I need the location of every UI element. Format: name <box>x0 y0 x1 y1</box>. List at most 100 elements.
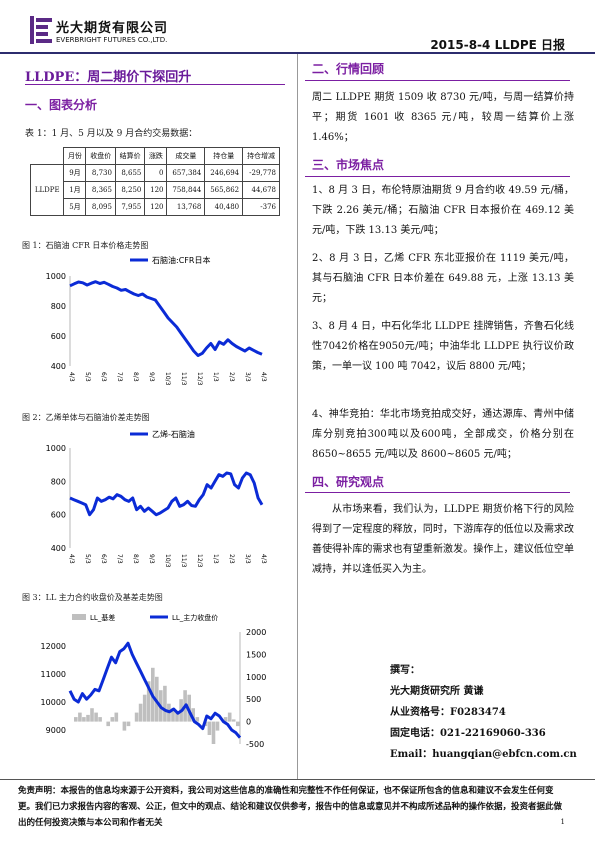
table-cell: 8,095 <box>85 198 116 216</box>
x-tick-label: 2/3 <box>228 554 235 564</box>
series-line <box>69 280 263 357</box>
basis-bar <box>138 703 143 722</box>
footer-divider <box>0 779 595 780</box>
basis-bar <box>110 717 115 722</box>
ethylene-naphtha-spread-chart: 400 600 800 1000 乙烯-石脑油 4/3 5/3 6/3 7/3 8/3 9/3 10/… <box>46 429 267 568</box>
report-title: LLDPE：周二期价下探回升 <box>25 70 192 85</box>
y-tick-label: 1000 <box>46 444 66 453</box>
author-name: 光大期货研究所 黄谦 <box>390 686 484 697</box>
basis-bar <box>195 717 200 722</box>
x-tick-label: 8/3 <box>132 554 139 564</box>
research-view-text: 从市场来看，我们认为，LLDPE 期货价格下行的风险得到了一定程度的释放，同时，… <box>312 504 574 575</box>
x-tick-label: 4/3 <box>68 554 75 564</box>
basis-bar <box>223 717 228 722</box>
author-info: 撰写： 光大期货研究所 黄谦 从业资格号：F0283474 固定电话：021-2… <box>390 660 577 765</box>
y-tick-label: 800 <box>51 477 66 486</box>
table-cell: 565,862 <box>204 181 244 199</box>
y-right-tick-label: 1500 <box>246 650 266 659</box>
table-cell: 758,844 <box>166 181 206 199</box>
table-cell: 9月 <box>63 164 87 182</box>
table-cell: 44,678 <box>242 181 280 199</box>
title-underline <box>25 84 285 85</box>
x-tick-label: 7/3 <box>116 554 123 564</box>
x-tick-label: 6/3 <box>100 554 107 564</box>
y-left-tick-label: 9000 <box>46 726 66 735</box>
x-tick-label: 9/3 <box>148 554 155 564</box>
section-research-view: 四、研究观点 <box>312 475 385 489</box>
y-right-tick-label: 2000 <box>246 628 266 637</box>
x-tick-label: 4/3 <box>260 372 267 382</box>
header-divider <box>0 52 595 54</box>
basis-bar <box>142 694 147 722</box>
author-label: 撰写： <box>390 665 420 676</box>
table-cell: 8,365 <box>85 181 116 199</box>
legend-label-basis: LL_基差 <box>90 613 115 622</box>
company-name-cn: 光大期货有限公司 <box>56 21 169 36</box>
table-header: 成交量 <box>166 147 206 165</box>
y-tick-label: 400 <box>51 362 66 371</box>
x-tick-label: 9/3 <box>148 372 155 382</box>
basis-bar <box>211 721 216 744</box>
legend-label: 乙烯-石脑油 <box>152 429 195 439</box>
x-tick-label: 4/3 <box>68 372 75 382</box>
legend-swatch-basis <box>72 614 86 620</box>
table-header: 月份 <box>63 147 87 165</box>
table-row: LLDPE 9月 8,730 8,655 0 657,384 246,694 -… <box>29 164 280 216</box>
basis-bar <box>86 714 90 722</box>
table-cell: 120 <box>144 198 168 216</box>
basis-bar <box>146 681 151 722</box>
basis-bar <box>122 721 127 731</box>
table-header-row: 月份 收盘价 结算价 涨跌 成交量 持仓量 持仓增减 <box>30 147 280 165</box>
basis-bar <box>175 712 179 722</box>
y-left-tick-label: 10000 <box>41 698 66 707</box>
y-left-tick-label: 11000 <box>41 670 66 679</box>
x-tick-label: 4/3 <box>260 554 267 564</box>
y-tick-label: 400 <box>51 544 66 553</box>
x-tick-label: 2/3 <box>228 372 235 382</box>
author-email: Email：huangqian@ebfcn.com.cn <box>390 749 577 760</box>
disclaimer-text: 免责声明：本报告的信息均来源于公开资料，我公司对这些信息的准确性和完整性不作任何… <box>18 786 563 828</box>
section-underline <box>305 492 570 493</box>
legend-label-close: LL_主力收盘价 <box>172 613 218 622</box>
basis-bar <box>207 721 212 735</box>
basis-bar <box>171 708 175 722</box>
table-cell: 40,480 <box>204 198 244 216</box>
y-right-tick-label: 500 <box>246 695 261 704</box>
table-cell: 1月 <box>63 181 87 199</box>
basis-bar <box>82 717 86 722</box>
company-name-en: EVERBRIGHT FUTURES CO.,LTD. <box>56 36 168 44</box>
basis-bar <box>134 712 139 722</box>
x-tick-label: 10/3 <box>164 554 171 568</box>
y-tick-label: 600 <box>51 511 66 520</box>
basis-bar <box>227 712 232 722</box>
table-cell: -29,778 <box>242 164 280 182</box>
market-focus-item-3: 3、8 月 4 日，中石化华北 LLDPE 挂牌销售，齐鲁石化线性7042价格在… <box>312 321 574 372</box>
basis-bar <box>106 721 110 727</box>
x-tick-label: 5/3 <box>84 372 91 382</box>
basis-bar <box>215 721 220 731</box>
section-chart-analysis: 一、图表分析 <box>25 98 98 112</box>
table-header: 涨跌 <box>144 147 168 165</box>
table-cell: 8,250 <box>114 181 146 199</box>
figure2-caption: 图 2：乙烯单体与石脑油价差走势图 <box>22 413 150 422</box>
x-tick-label: 3/3 <box>244 372 251 382</box>
table-row: 5月 8,095 7,955 120 13,768 40,480 -376 <box>31 198 280 216</box>
basis-bar <box>126 721 131 727</box>
report-date-title: 2015-8-4 LLDPE 日报 <box>430 38 565 52</box>
contract-table: 月份 收盘价 结算价 涨跌 成交量 持仓量 持仓增减 LLDPE 9月 8,73… <box>29 147 280 216</box>
y-tick-label: 1000 <box>46 272 66 281</box>
table-cell: 8,730 <box>85 164 116 182</box>
x-tick-label: 10/3 <box>164 372 171 386</box>
author-phone: 固定电话：021-22169060-336 <box>390 728 546 739</box>
x-tick-label: 1/3 <box>212 554 219 564</box>
y-right-tick-label: 0 <box>246 718 251 727</box>
company-logo-icon <box>30 16 52 44</box>
page-number: 1 <box>560 818 565 826</box>
y-tick-label: 600 <box>51 332 66 341</box>
legend-label: 石脑油:CFR日本 <box>152 255 210 265</box>
figure1-caption: 图 1：石脑油 CFR 日本价格走势图 <box>22 241 149 250</box>
x-tick-label: 5/3 <box>84 554 91 564</box>
table-cell: 246,694 <box>204 164 244 182</box>
basis-bar <box>78 712 82 722</box>
series-line <box>69 471 264 517</box>
